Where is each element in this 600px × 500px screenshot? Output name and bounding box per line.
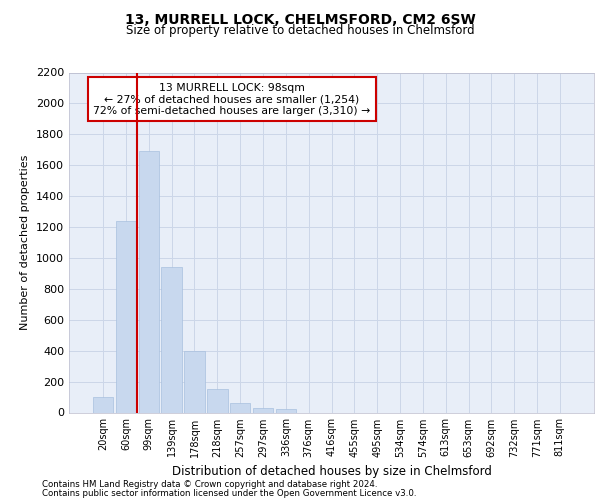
Bar — [275, 410, 296, 412]
Text: Contains HM Land Registry data © Crown copyright and database right 2024.: Contains HM Land Registry data © Crown c… — [42, 480, 377, 489]
Bar — [253, 408, 273, 412]
Text: Contains public sector information licensed under the Open Government Licence v3: Contains public sector information licen… — [42, 488, 416, 498]
Bar — [230, 403, 250, 412]
Text: 13, MURRELL LOCK, CHELMSFORD, CM2 6SW: 13, MURRELL LOCK, CHELMSFORD, CM2 6SW — [125, 12, 475, 26]
Text: Size of property relative to detached houses in Chelmsford: Size of property relative to detached ho… — [125, 24, 475, 37]
Bar — [184, 350, 205, 412]
Y-axis label: Number of detached properties: Number of detached properties — [20, 155, 31, 330]
Bar — [116, 221, 136, 412]
Bar — [161, 267, 182, 412]
Bar — [207, 390, 227, 412]
Bar — [93, 397, 113, 412]
Text: 13 MURRELL LOCK: 98sqm
← 27% of detached houses are smaller (1,254)
72% of semi-: 13 MURRELL LOCK: 98sqm ← 27% of detached… — [93, 82, 370, 116]
X-axis label: Distribution of detached houses by size in Chelmsford: Distribution of detached houses by size … — [172, 465, 491, 478]
Bar — [139, 152, 159, 412]
